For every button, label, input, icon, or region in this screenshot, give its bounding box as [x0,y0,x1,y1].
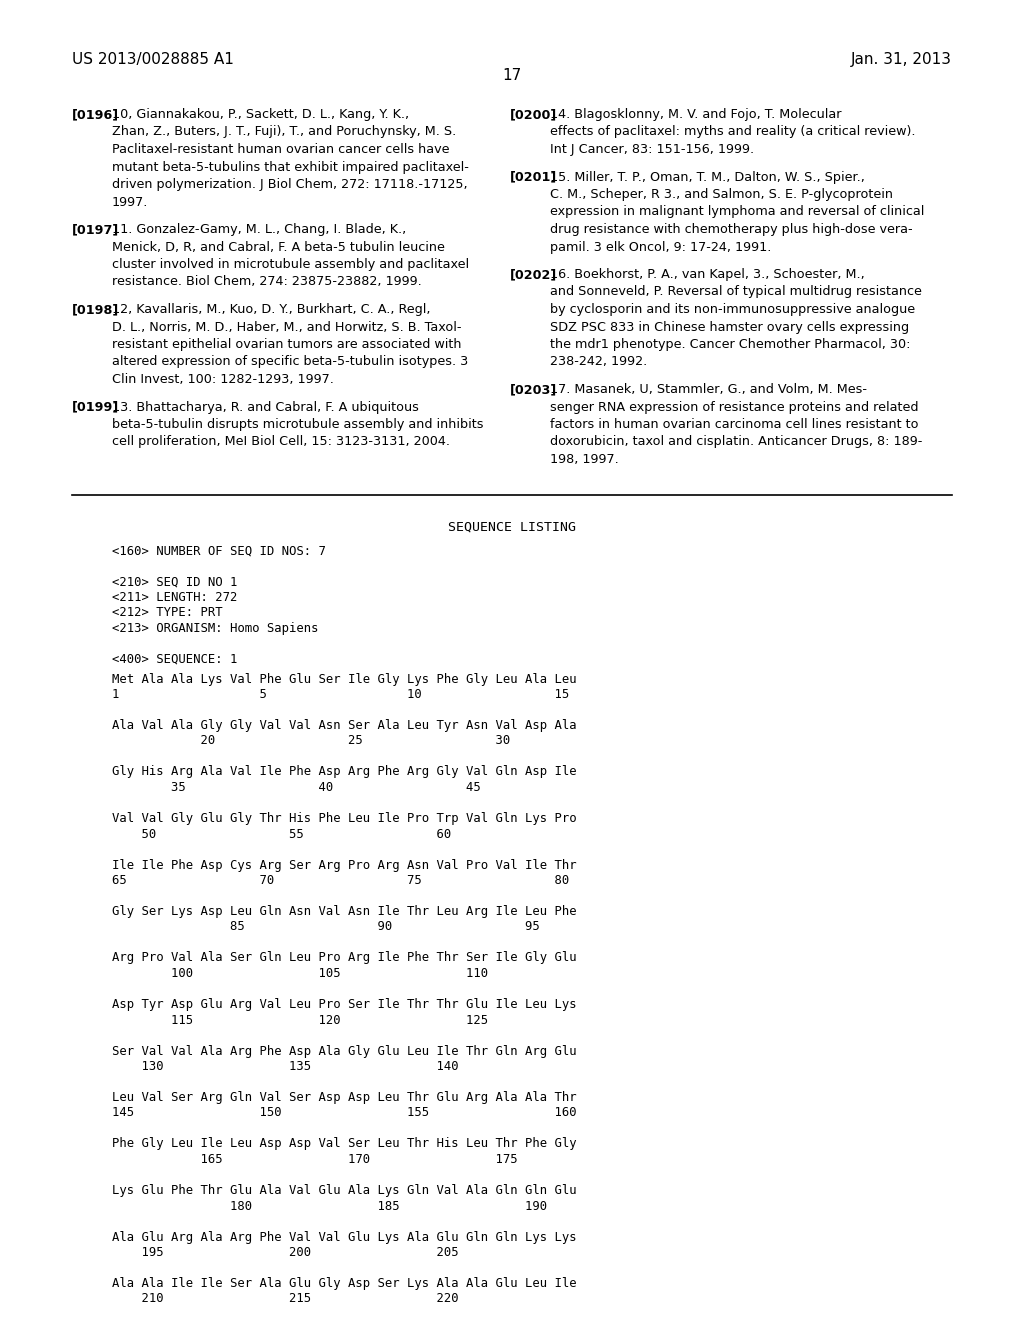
Text: doxorubicin, taxol and cisplatin. Anticancer Drugs, 8: 189-: doxorubicin, taxol and cisplatin. Antica… [550,436,923,449]
Text: effects of paclitaxel: myths and reality (a critical review).: effects of paclitaxel: myths and reality… [550,125,915,139]
Text: 238-242, 1992.: 238-242, 1992. [550,355,647,368]
Text: 180                 185                 190: 180 185 190 [112,1200,547,1213]
Text: <210> SEQ ID NO 1: <210> SEQ ID NO 1 [112,576,238,589]
Text: 35                  40                  45: 35 40 45 [112,781,480,795]
Text: Arg Pro Val Ala Ser Gln Leu Pro Arg Ile Phe Thr Ser Ile Gly Glu: Arg Pro Val Ala Ser Gln Leu Pro Arg Ile … [112,952,577,965]
Text: Jan. 31, 2013: Jan. 31, 2013 [851,51,952,67]
Text: [0200]: [0200] [510,108,557,121]
Text: C. M., Scheper, R 3., and Salmon, S. E. P-glycoprotein: C. M., Scheper, R 3., and Salmon, S. E. … [550,187,893,201]
Text: mutant beta-5-tubulins that exhibit impaired paclitaxel-: mutant beta-5-tubulins that exhibit impa… [112,161,469,173]
Text: expression in malignant lymphoma and reversal of clinical: expression in malignant lymphoma and rev… [550,206,925,219]
Text: 13. Bhattacharya, R. and Cabral, F. A ubiquitous: 13. Bhattacharya, R. and Cabral, F. A ub… [112,400,419,413]
Text: beta-5-tubulin disrupts microtubule assembly and inhibits: beta-5-tubulin disrupts microtubule asse… [112,418,483,432]
Text: [0199]: [0199] [72,400,119,413]
Text: by cyclosporin and its non-immunosuppressive analogue: by cyclosporin and its non-immunosuppres… [550,304,915,315]
Text: <213> ORGANISM: Homo Sapiens: <213> ORGANISM: Homo Sapiens [112,622,318,635]
Text: 20                  25                  30: 20 25 30 [112,734,510,747]
Text: Gly His Arg Ala Val Ile Phe Asp Arg Phe Arg Gly Val Gln Asp Ile: Gly His Arg Ala Val Ile Phe Asp Arg Phe … [112,766,577,779]
Text: 50                  55                  60: 50 55 60 [112,828,452,841]
Text: resistant epithelial ovarian tumors are associated with: resistant epithelial ovarian tumors are … [112,338,462,351]
Text: <400> SEQUENCE: 1: <400> SEQUENCE: 1 [112,653,238,667]
Text: cluster involved in microtubule assembly and paclitaxel: cluster involved in microtubule assembly… [112,257,469,271]
Text: 65                  70                  75                  80: 65 70 75 80 [112,874,569,887]
Text: Ser Val Val Ala Arg Phe Asp Ala Gly Glu Leu Ile Thr Gln Arg Glu: Ser Val Val Ala Arg Phe Asp Ala Gly Glu … [112,1044,577,1057]
Text: altered expression of specific beta-5-tubulin isotypes. 3: altered expression of specific beta-5-tu… [112,355,468,368]
Text: 14. Blagosklonny, M. V. and Fojo, T. Molecular: 14. Blagosklonny, M. V. and Fojo, T. Mol… [550,108,842,121]
Text: 17: 17 [503,69,521,83]
Text: 195                 200                 205: 195 200 205 [112,1246,459,1259]
Text: pamil. 3 elk Oncol, 9: 17-24, 1991.: pamil. 3 elk Oncol, 9: 17-24, 1991. [550,240,771,253]
Text: 210                 215                 220: 210 215 220 [112,1292,459,1305]
Text: [0202]: [0202] [510,268,557,281]
Text: [0198]: [0198] [72,304,119,315]
Text: 145                 150                 155                 160: 145 150 155 160 [112,1106,577,1119]
Text: 11. Gonzalez-Gamy, M. L., Chang, I. Blade, K.,: 11. Gonzalez-Gamy, M. L., Chang, I. Blad… [112,223,407,236]
Text: resistance. Biol Chem, 274: 23875-23882, 1999.: resistance. Biol Chem, 274: 23875-23882,… [112,276,422,289]
Text: 17. Masanek, U, Stammler, G., and Volm, M. Mes-: 17. Masanek, U, Stammler, G., and Volm, … [550,383,867,396]
Text: cell proliferation, MeI Biol Cell, 15: 3123-3131, 2004.: cell proliferation, MeI Biol Cell, 15: 3… [112,436,450,449]
Text: driven polymerization. J Biol Chem, 272: 17118.-17125,: driven polymerization. J Biol Chem, 272:… [112,178,468,191]
Text: 198, 1997.: 198, 1997. [550,453,618,466]
Text: US 2013/0028885 A1: US 2013/0028885 A1 [72,51,233,67]
Text: SDZ PSC 833 in Chinese hamster ovary cells expressing: SDZ PSC 833 in Chinese hamster ovary cel… [550,321,909,334]
Text: Paclitaxel-resistant human ovarian cancer cells have: Paclitaxel-resistant human ovarian cance… [112,143,450,156]
Text: [0201]: [0201] [510,170,557,183]
Text: <211> LENGTH: 272: <211> LENGTH: 272 [112,591,238,605]
Text: Gly Ser Lys Asp Leu Gln Asn Val Asn Ile Thr Leu Arg Ile Leu Phe: Gly Ser Lys Asp Leu Gln Asn Val Asn Ile … [112,906,577,917]
Text: [0203]: [0203] [510,383,557,396]
Text: 1                   5                   10                  15: 1 5 10 15 [112,688,569,701]
Text: SEQUENCE LISTING: SEQUENCE LISTING [449,520,575,533]
Text: drug resistance with chemotherapy plus high-dose vera-: drug resistance with chemotherapy plus h… [550,223,912,236]
Text: <212> TYPE: PRT: <212> TYPE: PRT [112,606,222,619]
Text: 165                 170                 175: 165 170 175 [112,1152,517,1166]
Text: Lys Glu Phe Thr Glu Ala Val Glu Ala Lys Gln Val Ala Gln Gln Glu: Lys Glu Phe Thr Glu Ala Val Glu Ala Lys … [112,1184,577,1197]
Text: Val Val Gly Glu Gly Thr His Phe Leu Ile Pro Trp Val Gln Lys Pro: Val Val Gly Glu Gly Thr His Phe Leu Ile … [112,812,577,825]
Text: D. L., Norris, M. D., Haber, M., and Horwitz, S. B. Taxol-: D. L., Norris, M. D., Haber, M., and Hor… [112,321,462,334]
Text: Ala Glu Arg Ala Arg Phe Val Val Glu Lys Ala Glu Gln Gln Lys Lys: Ala Glu Arg Ala Arg Phe Val Val Glu Lys … [112,1230,577,1243]
Text: 115                 120                 125: 115 120 125 [112,1014,488,1027]
Text: Zhan, Z., Buters, J. T., Fuji), T., and Poruchynsky, M. S.: Zhan, Z., Buters, J. T., Fuji), T., and … [112,125,457,139]
Text: Clin Invest, 100: 1282-1293, 1997.: Clin Invest, 100: 1282-1293, 1997. [112,374,334,385]
Text: Phe Gly Leu Ile Leu Asp Asp Val Ser Leu Thr His Leu Thr Phe Gly: Phe Gly Leu Ile Leu Asp Asp Val Ser Leu … [112,1138,577,1151]
Text: 10, Giannakakou, P., Sackett, D. L., Kang, Y. K.,: 10, Giannakakou, P., Sackett, D. L., Kan… [112,108,410,121]
Text: [0197]: [0197] [72,223,119,236]
Text: <160> NUMBER OF SEQ ID NOS: 7: <160> NUMBER OF SEQ ID NOS: 7 [112,544,326,557]
Text: 15. Miller, T. P., Oman, T. M., Dalton, W. S., Spier.,: 15. Miller, T. P., Oman, T. M., Dalton, … [550,170,865,183]
Text: [0196]: [0196] [72,108,119,121]
Text: factors in human ovarian carcinoma cell lines resistant to: factors in human ovarian carcinoma cell … [550,418,919,432]
Text: Ala Ala Ile Ile Ser Ala Glu Gly Asp Ser Lys Ala Ala Glu Leu Ile: Ala Ala Ile Ile Ser Ala Glu Gly Asp Ser … [112,1276,577,1290]
Text: Menick, D, R, and Cabral, F. A beta-5 tubulin leucine: Menick, D, R, and Cabral, F. A beta-5 tu… [112,240,444,253]
Text: 16. Boekhorst, P. A., van Kapel, 3., Schoester, M.,: 16. Boekhorst, P. A., van Kapel, 3., Sch… [550,268,864,281]
Text: Ile Ile Phe Asp Cys Arg Ser Arg Pro Arg Asn Val Pro Val Ile Thr: Ile Ile Phe Asp Cys Arg Ser Arg Pro Arg … [112,858,577,871]
Text: Int J Cancer, 83: 151-156, 1999.: Int J Cancer, 83: 151-156, 1999. [550,143,754,156]
Text: Asp Tyr Asp Glu Arg Val Leu Pro Ser Ile Thr Thr Glu Ile Leu Lys: Asp Tyr Asp Glu Arg Val Leu Pro Ser Ile … [112,998,577,1011]
Text: 12, Kavallaris, M., Kuo, D. Y., Burkhart, C. A., Regl,: 12, Kavallaris, M., Kuo, D. Y., Burkhart… [112,304,430,315]
Text: 85                  90                  95: 85 90 95 [112,920,540,933]
Text: and Sonneveld, P. Reversal of typical multidrug resistance: and Sonneveld, P. Reversal of typical mu… [550,285,922,298]
Text: Ala Val Ala Gly Gly Val Val Asn Ser Ala Leu Tyr Asn Val Asp Ala: Ala Val Ala Gly Gly Val Val Asn Ser Ala … [112,719,577,733]
Text: the mdr1 phenotype. Cancer Chemother Pharmacol, 30:: the mdr1 phenotype. Cancer Chemother Pha… [550,338,910,351]
Text: 130                 135                 140: 130 135 140 [112,1060,459,1073]
Text: 100                 105                 110: 100 105 110 [112,968,488,979]
Text: Leu Val Ser Arg Gln Val Ser Asp Asp Leu Thr Glu Arg Ala Ala Thr: Leu Val Ser Arg Gln Val Ser Asp Asp Leu … [112,1092,577,1104]
Text: Met Ala Ala Lys Val Phe Glu Ser Ile Gly Lys Phe Gly Leu Ala Leu: Met Ala Ala Lys Val Phe Glu Ser Ile Gly … [112,672,577,685]
Text: 1997.: 1997. [112,195,148,209]
Text: senger RNA expression of resistance proteins and related: senger RNA expression of resistance prot… [550,400,919,413]
